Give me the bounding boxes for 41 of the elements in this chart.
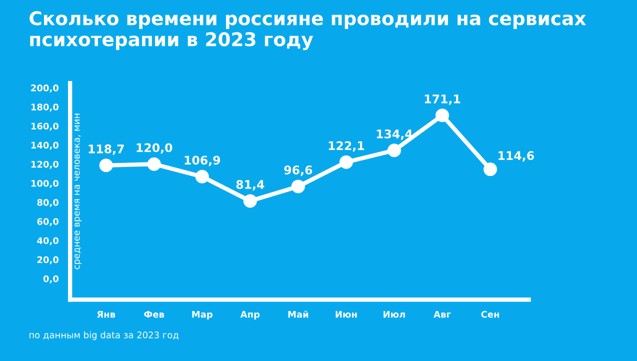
data-label: 114,6 — [498, 151, 534, 162]
x-tick-label: Июл — [384, 311, 405, 318]
data-label: 171,1 — [424, 94, 460, 105]
y-tick-label: 20,0 — [37, 256, 59, 264]
point — [387, 144, 402, 158]
y-tick-label: 60,0 — [37, 218, 59, 226]
x-tick-label: Апр — [240, 311, 260, 320]
point — [147, 157, 161, 171]
y-tick-label: 200,0 — [31, 84, 59, 93]
y-tick-label: 80,0 — [37, 199, 59, 208]
x-tick-label: Май — [288, 310, 308, 318]
point — [435, 108, 450, 122]
x-tick-label: Авг — [434, 311, 451, 318]
y-tick-label: 40,0 — [37, 237, 59, 246]
y-tick-label: 140,0 — [31, 142, 59, 150]
point — [484, 162, 498, 176]
chart-title: Сколько времени россияне проводили на сервисах психотерапии в 2023 году — [30, 11, 586, 50]
y-tick-label: 0,0 — [43, 275, 59, 284]
point — [195, 170, 209, 184]
data-label: 118,7 — [88, 144, 124, 155]
y-tick-label: 100,0 — [31, 180, 59, 188]
point — [291, 180, 305, 194]
x-tick-label: Июн — [336, 311, 357, 318]
data-label: 96,6 — [284, 166, 312, 176]
data-label: 134,4 — [376, 129, 412, 140]
point — [243, 194, 257, 208]
data-label: 81,4 — [236, 180, 264, 190]
y-tick-label: 120,0 — [31, 160, 59, 169]
x-tick-label: Фев — [144, 311, 164, 318]
y-axis-title: среднее время на человека, мин — [74, 114, 82, 270]
data-label: 106,9 — [184, 156, 220, 166]
point — [339, 155, 353, 169]
point — [99, 158, 113, 172]
y-tick-label: 180,0 — [31, 104, 59, 112]
y-tick-label: 160,0 — [31, 122, 59, 131]
data-label: 122,1 — [328, 141, 364, 152]
data-label: 120,0 — [136, 143, 172, 154]
x-tick-label: Сен — [481, 310, 500, 318]
x-tick-label: Мар — [192, 311, 213, 320]
text: по данным big data за 2023 год — [29, 331, 178, 340]
x-tick-label: Янв — [97, 311, 116, 318]
